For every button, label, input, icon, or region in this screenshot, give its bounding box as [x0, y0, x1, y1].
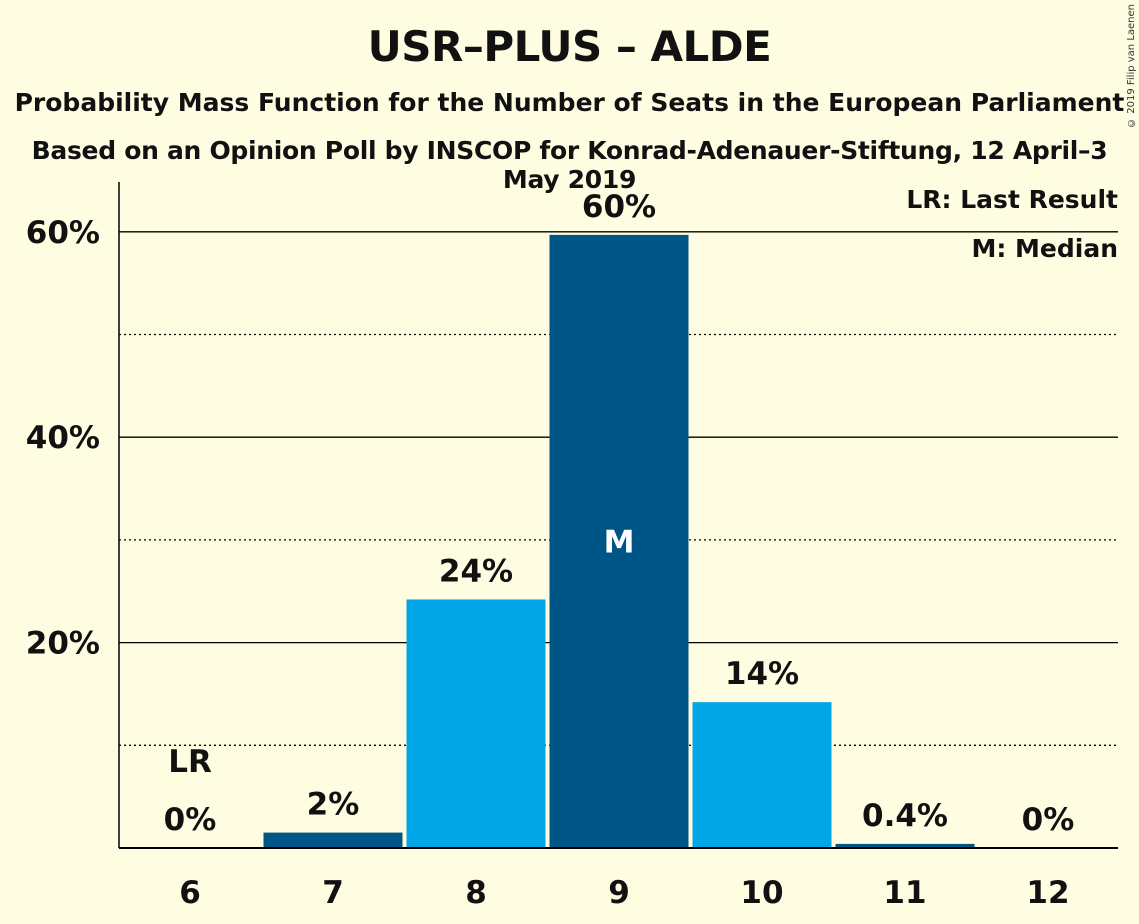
value-label: 0.4% [862, 798, 948, 834]
value-label: 14% [725, 656, 799, 692]
bar-10 [692, 702, 832, 848]
x-tick-label: 9 [608, 875, 630, 911]
chart-subtitle-poll: Based on an Opinion Poll by INSCOP for K… [31, 136, 1108, 194]
value-label: 2% [307, 787, 360, 823]
y-tick-label: 40% [26, 420, 100, 456]
x-tick-label: 6 [179, 875, 201, 911]
chart-subtitle: Probability Mass Function for the Number… [14, 88, 1125, 117]
x-tick-label: 11 [883, 875, 926, 911]
value-label: 0% [1022, 802, 1075, 838]
x-tick-label: 12 [1026, 875, 1069, 911]
last-result-marker: LR [168, 744, 212, 780]
y-tick-label: 20% [26, 626, 100, 662]
legend-median: M: Median [971, 234, 1118, 263]
bar-7 [263, 832, 403, 848]
y-tick-label: 60% [26, 215, 100, 251]
x-tick-label: 8 [465, 875, 487, 911]
labels: 20% 40% 60% 0% 6 2% 7 24% 8 60% 9 14% 10 0.4% 11 0% 12 LR… [26, 189, 1075, 911]
x-tick-label: 7 [322, 875, 344, 911]
value-label: 24% [439, 553, 513, 589]
value-label: 0% [164, 802, 217, 838]
bar-9 [549, 234, 689, 849]
chart-title: USR–PLUS – ALDE [367, 22, 772, 71]
axes [118, 182, 1118, 849]
value-label: 60% [582, 189, 656, 225]
bar-8 [406, 599, 546, 848]
x-tick-label: 10 [740, 875, 783, 911]
bar-11 [835, 843, 975, 848]
bars [263, 234, 975, 849]
legend-last-result: LR: Last Result [906, 185, 1118, 214]
median-marker: M [604, 524, 635, 560]
